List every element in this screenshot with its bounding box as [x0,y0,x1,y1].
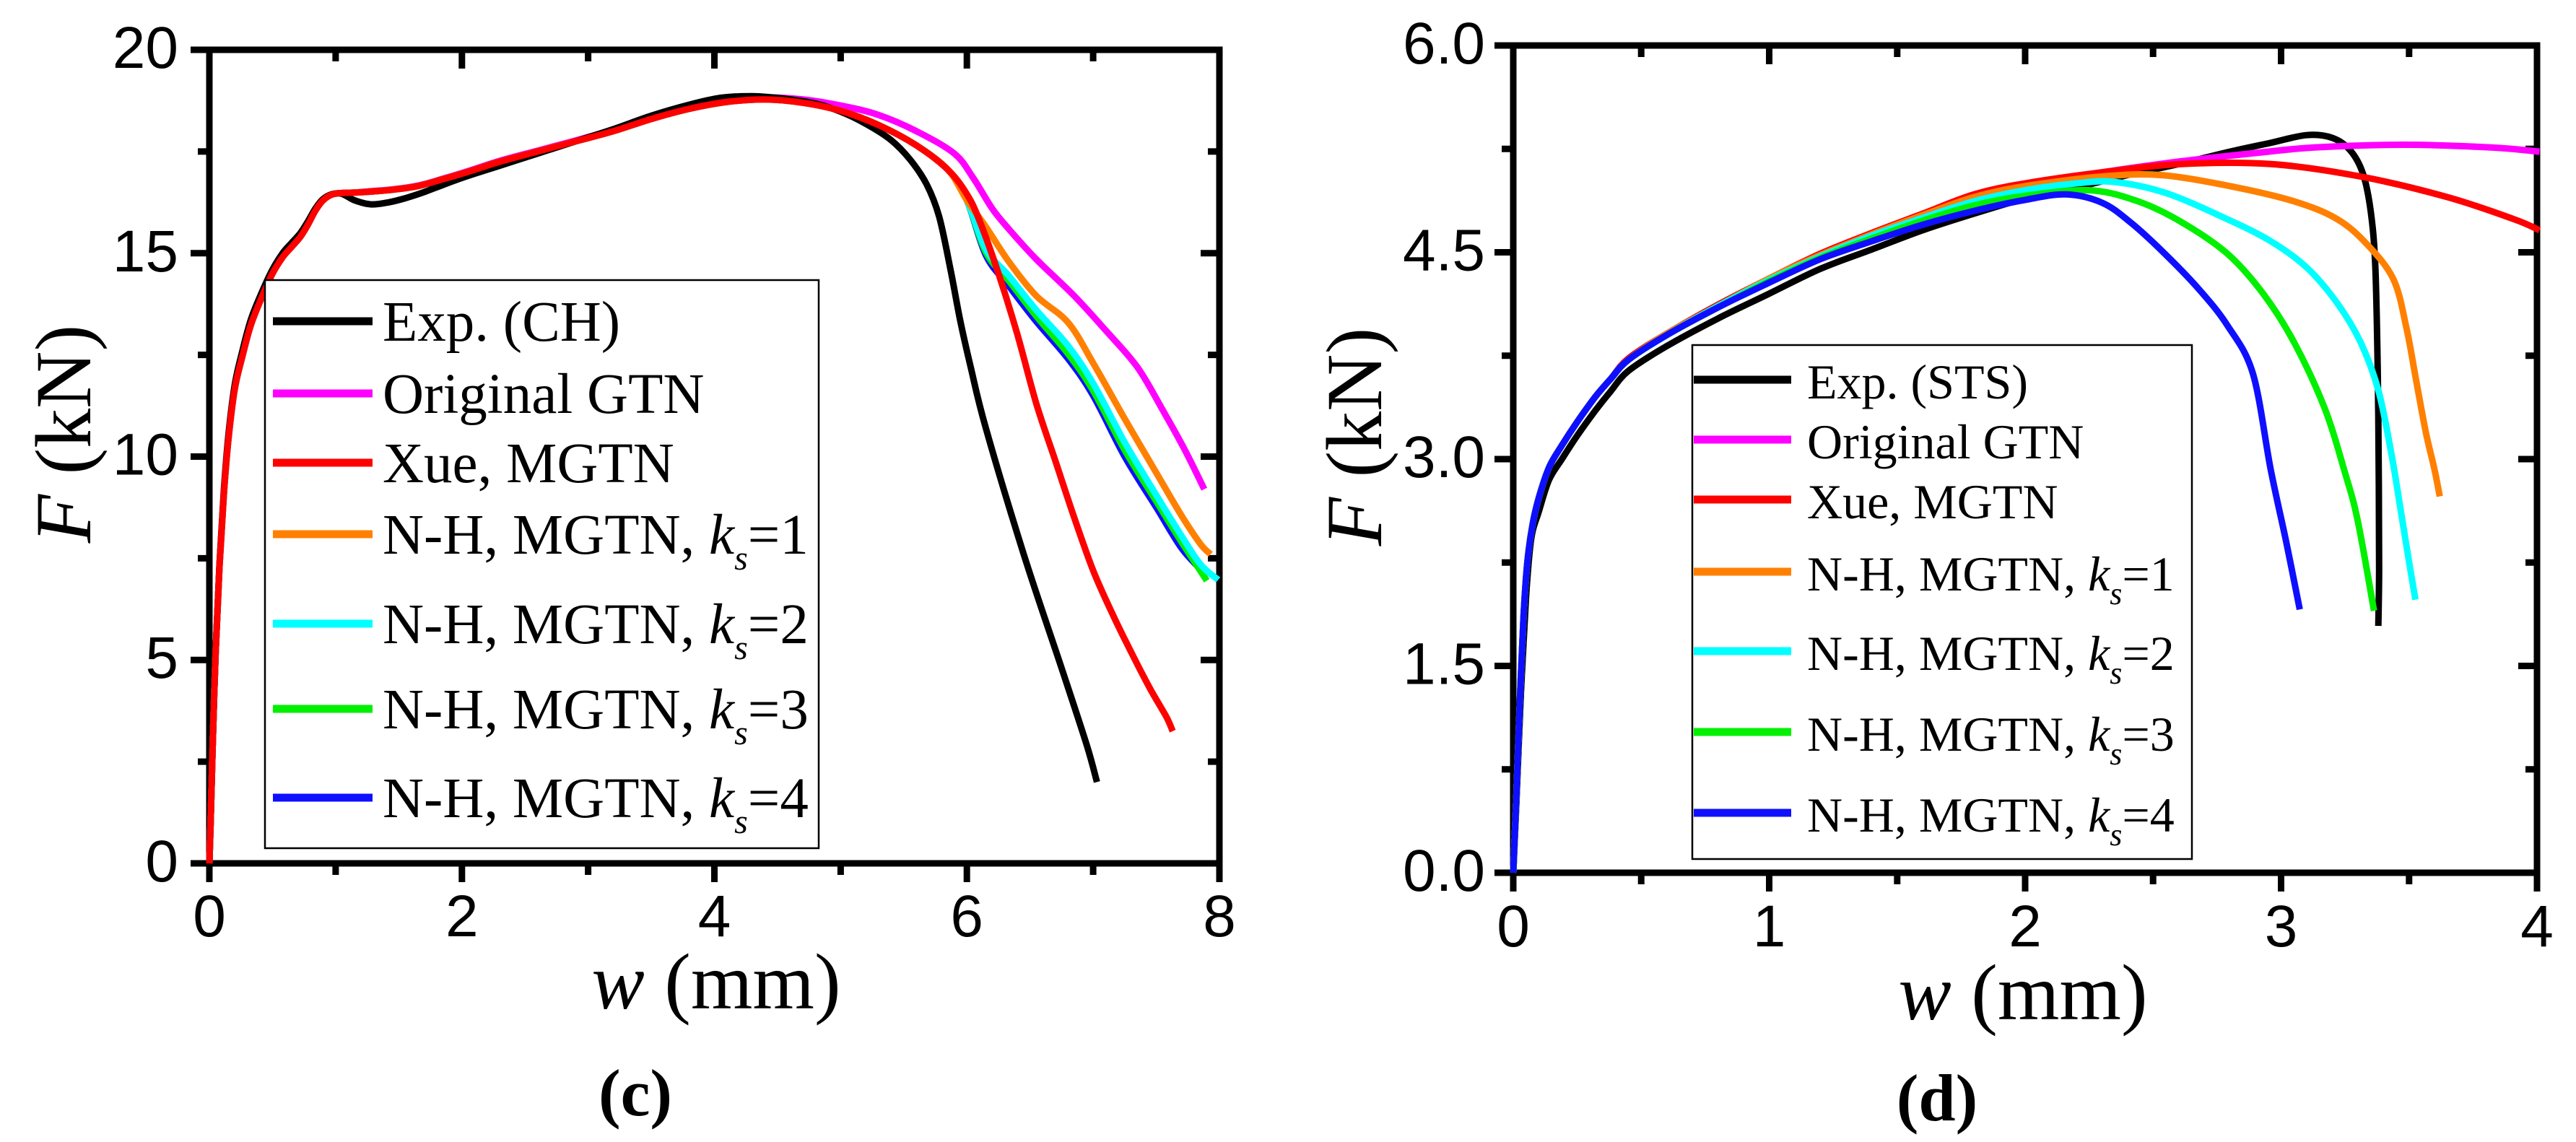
svg-text:0: 0 [193,884,226,949]
svg-text:4: 4 [2520,894,2554,959]
svg-text:F (kN): F (kN) [19,325,108,544]
svg-text:2: 2 [445,884,479,949]
svg-text:3: 3 [2265,894,2298,959]
svg-text:15: 15 [113,219,178,284]
svg-text:N-H, MGTN, ks=2: N-H, MGTN, ks=2 [1807,626,2175,691]
svg-text:4: 4 [698,884,731,949]
svg-text:Exp. (CH): Exp. (CH) [383,291,620,354]
svg-text:Exp. (STS): Exp. (STS) [1807,354,2028,409]
svg-text:Original GTN: Original GTN [383,363,704,426]
svg-text:Xue, MGTN: Xue, MGTN [383,432,674,495]
svg-text:0: 0 [145,829,178,894]
svg-text:0.0: 0.0 [1403,838,1485,904]
svg-text:w (mm): w (mm) [1898,949,2147,1037]
svg-text:4.5: 4.5 [1403,218,1485,284]
svg-text:5: 5 [145,625,178,691]
svg-text:Xue, MGTN: Xue, MGTN [1807,474,2058,529]
svg-text:3.0: 3.0 [1403,424,1485,490]
svg-text:6: 6 [950,884,983,949]
svg-text:N-H, MGTN, ks=1: N-H, MGTN, ks=1 [383,504,809,577]
svg-text:(d): (d) [1897,1061,1977,1135]
svg-text:10: 10 [113,422,178,488]
svg-text:8: 8 [1203,884,1236,949]
svg-text:1.5: 1.5 [1403,632,1485,697]
svg-text:(c): (c) [599,1056,672,1130]
svg-text:w (mm): w (mm) [591,938,840,1026]
svg-text:1: 1 [1753,894,1786,959]
svg-text:F (kN): F (kN) [1310,328,1398,546]
svg-text:0: 0 [1497,894,1530,959]
svg-text:2: 2 [2009,894,2042,959]
svg-text:N-H, MGTN, ks=4: N-H, MGTN, ks=4 [1807,788,2175,853]
svg-text:20: 20 [113,15,178,81]
svg-text:Original GTN: Original GTN [1807,414,2084,469]
svg-text:6.0: 6.0 [1403,11,1485,77]
svg-text:N-H, MGTN, ks=2: N-H, MGTN, ks=2 [383,593,809,667]
